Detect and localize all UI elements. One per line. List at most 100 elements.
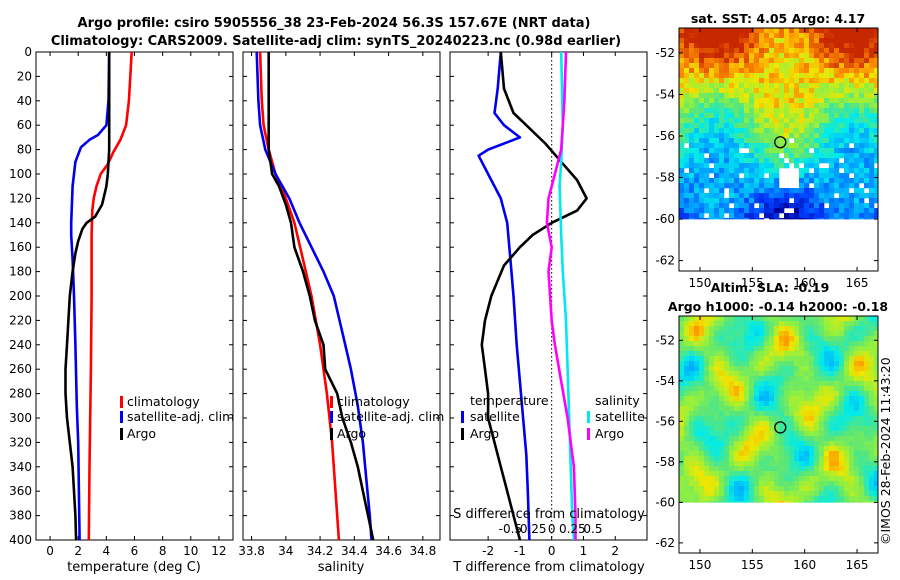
heatmap-cell — [709, 446, 715, 452]
series-line-climatology — [87, 52, 133, 540]
heatmap-cell — [854, 33, 860, 39]
heatmap-cell — [839, 48, 845, 54]
heatmap-cell — [749, 451, 755, 457]
heatmap-cell — [779, 346, 785, 352]
heatmap-cell — [814, 366, 820, 372]
heatmap-cell — [869, 391, 875, 397]
heatmap-cell — [684, 173, 690, 179]
heatmap-cell — [739, 496, 745, 502]
heatmap-cell — [754, 326, 760, 332]
heatmap-cell — [829, 93, 835, 99]
heatmap-cell — [719, 496, 725, 502]
heatmap-cell — [809, 341, 815, 347]
heatmap-cell — [684, 376, 690, 382]
heatmap-cell — [749, 128, 755, 134]
heatmap-cell — [784, 143, 790, 149]
heatmap-cell — [699, 133, 705, 139]
heatmap-cell — [859, 501, 865, 503]
heatmap-cell — [824, 351, 830, 357]
map-y-tick-label: -58 — [655, 455, 675, 469]
heatmap-cell — [679, 356, 685, 362]
heatmap-cell — [874, 208, 879, 214]
heatmap-cell — [679, 193, 685, 199]
heatmap-cell — [699, 451, 705, 457]
heatmap-cell — [694, 436, 700, 442]
heatmap-cell — [714, 73, 720, 79]
heatmap-cell — [724, 396, 730, 402]
heatmap-cell — [729, 53, 735, 59]
heatmap-cell — [774, 58, 780, 64]
heatmap-cell — [789, 446, 795, 452]
heatmap-cell — [824, 33, 830, 39]
heatmap-cell — [829, 103, 835, 109]
heatmap-cell — [734, 208, 740, 214]
heatmap-cell — [759, 386, 765, 392]
heatmap-cell — [859, 371, 865, 377]
heatmap-cell — [739, 38, 745, 44]
heatmap-cell — [849, 436, 855, 442]
heatmap-cell — [759, 376, 765, 382]
heatmap-cell — [764, 346, 770, 352]
heatmap-cell — [694, 331, 700, 337]
heatmap-cell — [684, 213, 690, 219]
heatmap-cell — [809, 451, 815, 457]
heatmap-cell — [754, 143, 760, 149]
heatmap-cell — [874, 496, 879, 502]
heatmap-cell — [789, 381, 795, 387]
heatmap-cell — [814, 346, 820, 352]
heatmap-cell — [744, 431, 750, 437]
heatmap-cell — [764, 183, 770, 189]
heatmap-cell — [739, 451, 745, 457]
heatmap-cell — [814, 83, 820, 89]
heatmap-cell — [824, 173, 830, 179]
heatmap-cell — [709, 361, 715, 367]
heatmap-cell — [774, 361, 780, 367]
heatmap-cell — [684, 118, 690, 124]
heatmap-cell — [764, 213, 770, 219]
heatmap-cell — [694, 486, 700, 492]
heatmap-cell — [779, 188, 785, 194]
heatmap-cell — [759, 158, 765, 164]
heatmap-cell — [779, 441, 785, 447]
heatmap-cell — [789, 391, 795, 397]
heatmap-cell — [869, 491, 875, 497]
heatmap-cell — [849, 128, 855, 134]
heatmap-cell — [849, 356, 855, 362]
heatmap-cell — [829, 158, 835, 164]
heatmap-cell — [819, 391, 825, 397]
heatmap-cell — [804, 456, 810, 462]
heatmap-cell — [819, 73, 825, 79]
heatmap-cell — [829, 426, 835, 432]
heatmap-cell — [744, 466, 750, 472]
heatmap-cell — [724, 113, 730, 119]
heatmap-cell — [704, 203, 710, 209]
y-tick-label: 100 — [9, 167, 32, 181]
heatmap-cell — [874, 98, 879, 104]
heatmap-cell — [784, 326, 790, 332]
heatmap-cell — [859, 78, 865, 84]
x2-tick-label: 0.25 — [559, 522, 586, 536]
heatmap-cell — [874, 401, 879, 407]
heatmap-cell — [694, 98, 700, 104]
heatmap-cell — [724, 48, 730, 54]
heatmap-cell — [749, 481, 755, 487]
heatmap-cell — [829, 431, 835, 437]
x-tick-label: 34.4 — [341, 544, 368, 558]
heatmap-cell — [739, 168, 745, 174]
heatmap-cell — [679, 173, 685, 179]
heatmap-cell — [734, 341, 740, 347]
heatmap-cell — [734, 381, 740, 387]
heatmap-cell — [699, 38, 705, 44]
heatmap-cell — [839, 446, 845, 452]
heatmap-cell — [679, 331, 685, 337]
heatmap-cell — [744, 123, 750, 129]
series-line-argo — [64, 52, 111, 540]
heatmap-cell — [824, 138, 830, 144]
heatmap-cell — [819, 446, 825, 452]
heatmap-cell — [714, 88, 720, 94]
sst-heatmap — [679, 28, 879, 220]
heatmap-cell — [789, 476, 795, 482]
heatmap-cell — [869, 436, 875, 442]
heatmap-cell — [834, 501, 840, 503]
legend-title-salinity: salinity — [595, 393, 640, 408]
